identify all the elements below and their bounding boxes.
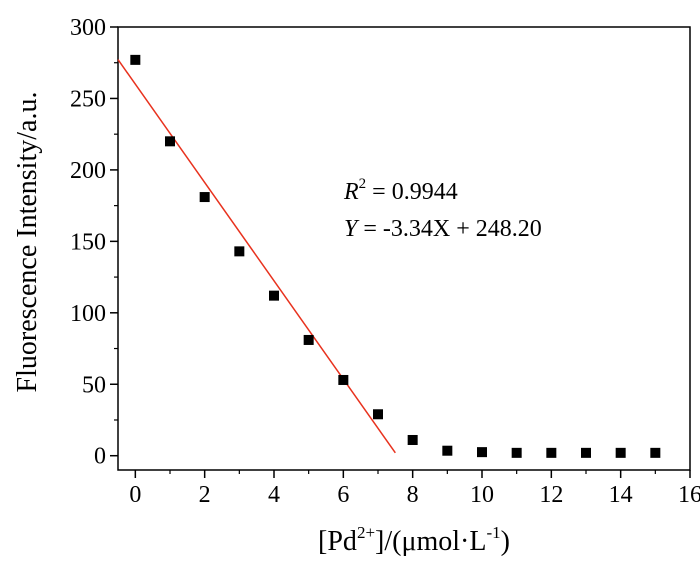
data-point bbox=[511, 447, 522, 458]
r-squared-annotation: R2 = 0.9944 bbox=[343, 176, 458, 205]
x-tick-label: 10 bbox=[470, 482, 494, 508]
data-point bbox=[234, 246, 245, 257]
x-tick-label: 0 bbox=[129, 482, 141, 508]
data-point bbox=[303, 334, 314, 345]
y-tick-label: 0 bbox=[94, 444, 106, 470]
data-point bbox=[130, 54, 141, 65]
y-axis-ticks: 0 50 100 150 200 250 300 bbox=[70, 15, 118, 470]
x-tick-label: 4 bbox=[268, 482, 280, 508]
y-tick-label: 200 bbox=[70, 158, 106, 184]
x-tick-label: 12 bbox=[539, 482, 563, 508]
data-point bbox=[199, 192, 210, 203]
axes bbox=[117, 26, 691, 471]
x-tick-label: 14 bbox=[609, 482, 633, 508]
data-point bbox=[581, 447, 591, 458]
x-tick-label: 8 bbox=[407, 482, 419, 508]
data-point bbox=[546, 447, 557, 458]
x-tick-label: 6 bbox=[337, 482, 349, 508]
data-point bbox=[477, 447, 487, 458]
y-tick-label: 300 bbox=[70, 15, 106, 41]
data-point bbox=[373, 409, 383, 420]
data-point bbox=[407, 434, 418, 445]
y-tick-label: 100 bbox=[70, 301, 106, 327]
linear-fit-line bbox=[117, 59, 396, 454]
fit-line-group bbox=[117, 59, 396, 454]
data-point bbox=[338, 374, 349, 385]
data-point bbox=[442, 445, 453, 456]
fit-equation-annotation: Y = -3.34X + 248.20 bbox=[344, 216, 542, 242]
y-tick-label: 250 bbox=[70, 86, 106, 112]
x-tick-label: 2 bbox=[199, 482, 211, 508]
data-point bbox=[269, 290, 279, 301]
data-point bbox=[615, 447, 626, 458]
y-axis-label: Fluorescence Intensity/a.u. bbox=[12, 92, 43, 393]
x-tick-label: 16 bbox=[678, 482, 700, 508]
data-points bbox=[130, 54, 661, 458]
y-tick-label: 50 bbox=[82, 372, 106, 398]
data-point bbox=[165, 136, 175, 147]
plot-frame bbox=[117, 26, 691, 471]
data-point bbox=[650, 447, 661, 458]
y-tick-label: 150 bbox=[70, 229, 106, 255]
x-axis-ticks: 0 2 4 6 8 10 12 14 16 bbox=[129, 470, 700, 508]
x-axis-label: [Pd2+]/(μmol·L-1) bbox=[318, 523, 510, 557]
